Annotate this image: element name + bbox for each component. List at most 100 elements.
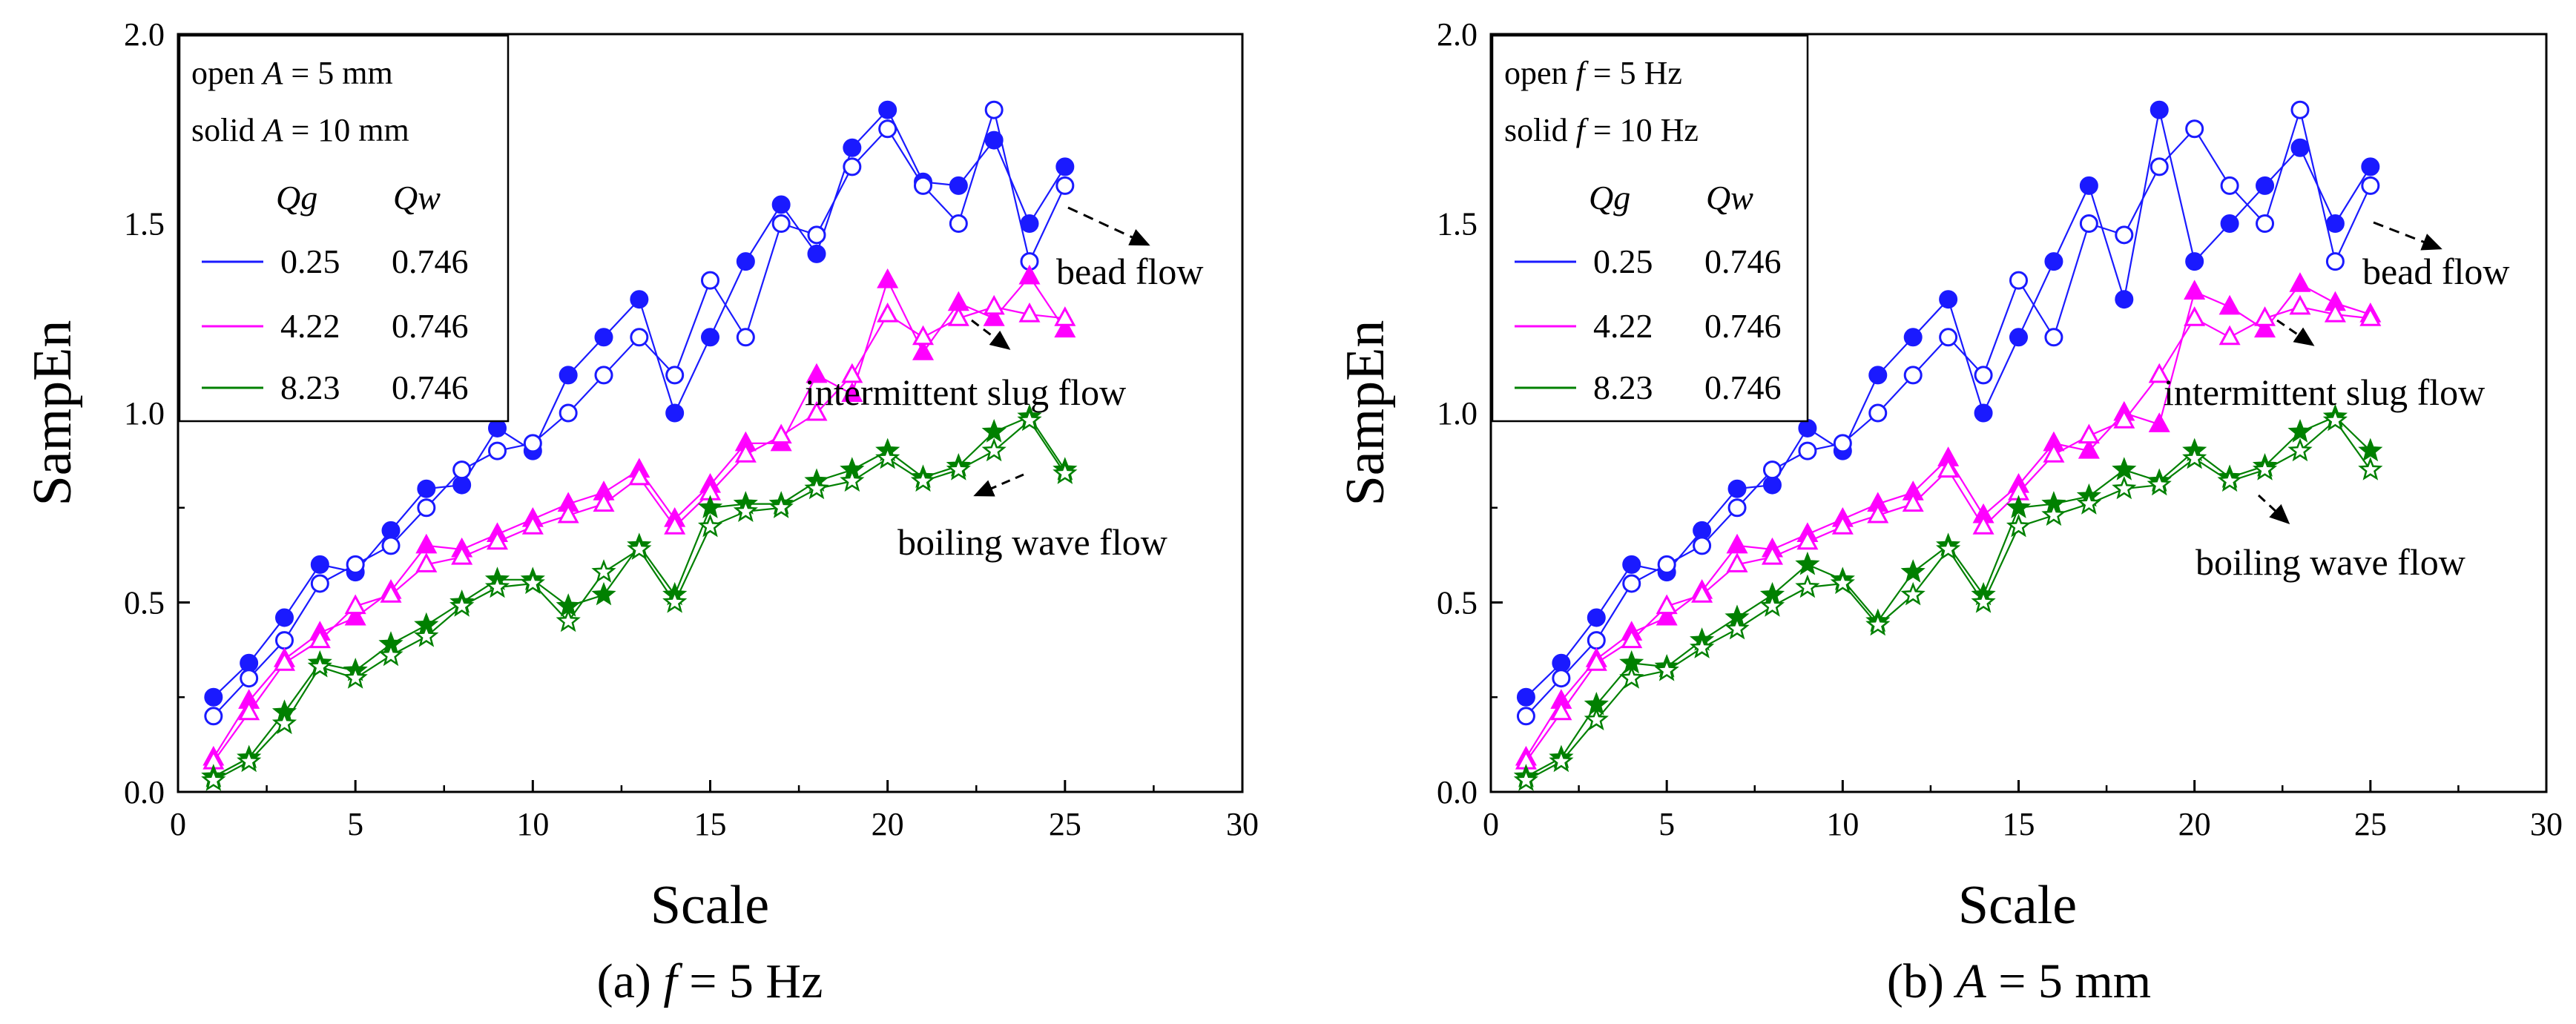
data-point bbox=[2006, 513, 2032, 538]
data-point bbox=[806, 400, 828, 421]
data-point bbox=[2254, 306, 2276, 326]
data-point bbox=[984, 100, 1004, 119]
y-tick-label: 1.5 bbox=[124, 206, 165, 242]
data-point bbox=[2217, 468, 2242, 492]
panel-a-legend-qg-2: 4.22 bbox=[280, 307, 340, 345]
data-point bbox=[238, 700, 260, 721]
panel-a-legend-qg-3: 8.23 bbox=[280, 369, 340, 406]
data-point bbox=[630, 328, 649, 347]
series-blue-open bbox=[1516, 100, 2380, 726]
data-point bbox=[273, 651, 296, 671]
data-point bbox=[1867, 503, 1889, 523]
data-point bbox=[771, 214, 791, 233]
data-point bbox=[665, 403, 685, 423]
panel-a-legend-qg-1: 0.25 bbox=[280, 242, 340, 280]
panel-b-plot: 0 5 10 15 20 25 30 0.0 0.5 1.0 1.5 2.0 bbox=[1437, 16, 2563, 842]
data-point bbox=[1552, 653, 1571, 673]
data-point bbox=[240, 653, 259, 673]
panel-a-x-axis-label: Scale bbox=[650, 875, 769, 936]
data-point bbox=[1585, 651, 1607, 671]
data-point bbox=[804, 475, 829, 500]
data-point bbox=[1622, 574, 1641, 593]
data-point bbox=[1726, 533, 1748, 554]
data-point bbox=[2182, 445, 2207, 469]
data-point bbox=[949, 214, 968, 233]
data-point bbox=[417, 498, 436, 518]
data-point bbox=[701, 328, 719, 347]
data-point bbox=[594, 328, 613, 347]
data-point bbox=[1516, 687, 1535, 707]
data-point bbox=[1689, 635, 1715, 658]
data-point bbox=[2218, 294, 2241, 315]
y-tick-label: 0.0 bbox=[1437, 774, 1478, 810]
data-point bbox=[380, 583, 402, 603]
data-point bbox=[2184, 306, 2206, 326]
panel-b-legend-col-qw: Qw bbox=[1706, 179, 1753, 217]
x-tick-label: 25 bbox=[2354, 806, 2387, 842]
data-point bbox=[1587, 631, 1606, 650]
data-point bbox=[1549, 748, 1574, 773]
data-point bbox=[947, 306, 969, 326]
y-tick-label: 1.0 bbox=[124, 395, 165, 432]
data-point bbox=[2041, 502, 2066, 526]
data-point bbox=[2112, 457, 2137, 480]
data-point bbox=[665, 366, 685, 385]
data-point bbox=[1654, 658, 1679, 681]
panel-a-legend: open A = 5 mm solid A = 10 mm Qg Qw 0.25… bbox=[178, 34, 510, 423]
data-point bbox=[1868, 366, 1888, 385]
data-point bbox=[275, 608, 294, 627]
data-point bbox=[806, 363, 828, 383]
panel-a-slug-flow-arrow bbox=[971, 319, 1011, 350]
data-point bbox=[1693, 536, 1712, 555]
data-point bbox=[559, 366, 578, 385]
data-point bbox=[2078, 438, 2100, 459]
data-point bbox=[381, 521, 401, 540]
data-point bbox=[1727, 479, 1747, 498]
data-point bbox=[843, 157, 862, 176]
data-point bbox=[1552, 669, 1571, 688]
data-point bbox=[1055, 157, 1075, 176]
data-point bbox=[771, 195, 791, 214]
data-point bbox=[1903, 328, 1923, 347]
panel-b-legend-qw-3: 0.746 bbox=[1704, 369, 1782, 406]
data-point bbox=[2009, 271, 2028, 290]
panel-a-slug-flow-label: intermittent slug flow bbox=[805, 371, 1126, 413]
data-point bbox=[1725, 615, 1750, 640]
data-point bbox=[1972, 515, 1994, 535]
series-green-open bbox=[201, 407, 1078, 791]
data-point bbox=[591, 581, 616, 606]
data-point bbox=[2324, 303, 2346, 323]
data-point bbox=[2218, 325, 2241, 346]
data-point bbox=[1796, 529, 1819, 550]
data-point bbox=[2113, 409, 2135, 429]
x-tick-label: 5 bbox=[1658, 806, 1675, 842]
data-point bbox=[204, 687, 223, 707]
data-point bbox=[1795, 551, 1820, 575]
data-point bbox=[630, 290, 649, 309]
x-tick-label: 30 bbox=[1226, 806, 1259, 842]
panel-a-wave-flow-arrow bbox=[973, 473, 1024, 497]
data-point bbox=[2115, 290, 2134, 309]
data-point bbox=[2290, 100, 2310, 119]
panel-b-legend-box bbox=[1491, 34, 1809, 423]
data-point bbox=[807, 244, 826, 263]
data-point bbox=[237, 748, 262, 773]
x-tick-label: 15 bbox=[694, 806, 727, 842]
data-point bbox=[875, 445, 900, 469]
data-point bbox=[877, 268, 899, 288]
data-point bbox=[697, 513, 723, 538]
panel-a-caption: (a) f = 5 Hz bbox=[597, 954, 823, 1008]
data-point bbox=[1798, 418, 1817, 437]
data-point bbox=[2112, 475, 2137, 500]
data-point bbox=[627, 536, 652, 561]
data-point bbox=[1622, 555, 1641, 574]
data-point bbox=[451, 545, 473, 565]
data-point bbox=[1831, 515, 1854, 535]
panel-b-y-axis-label: SampEn bbox=[1335, 320, 1396, 506]
data-point bbox=[736, 328, 755, 347]
data-point bbox=[1762, 460, 1782, 480]
panel-a-legend-solid: solid A = 10 mm bbox=[191, 112, 409, 148]
data-point bbox=[843, 138, 862, 157]
panel-a-y-axis-label: SampEn bbox=[22, 320, 83, 506]
panel-b-bead-flow-label: bead flow bbox=[2362, 251, 2510, 292]
